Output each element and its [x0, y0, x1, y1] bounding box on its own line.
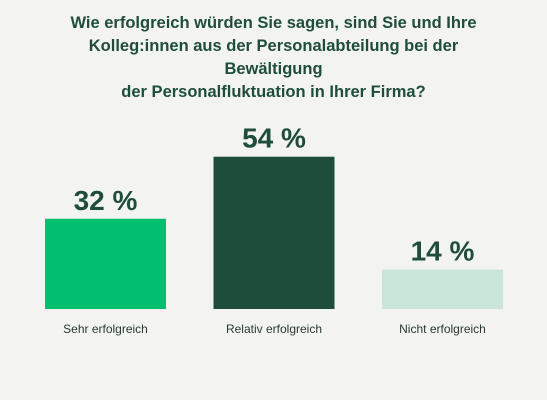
category-label-3: Nicht erfolgreich — [399, 322, 486, 336]
bar-value-label-1: 32 % — [74, 185, 138, 216]
bar-2 — [214, 157, 335, 309]
category-label-1: Sehr erfolgreich — [63, 322, 148, 336]
bar-1 — [45, 219, 166, 309]
bar-value-label-3: 14 % — [411, 236, 475, 267]
bar-3 — [382, 270, 503, 309]
bar-value-label-2: 54 % — [242, 123, 306, 154]
category-label-2: Relativ erfolgreich — [226, 322, 322, 336]
